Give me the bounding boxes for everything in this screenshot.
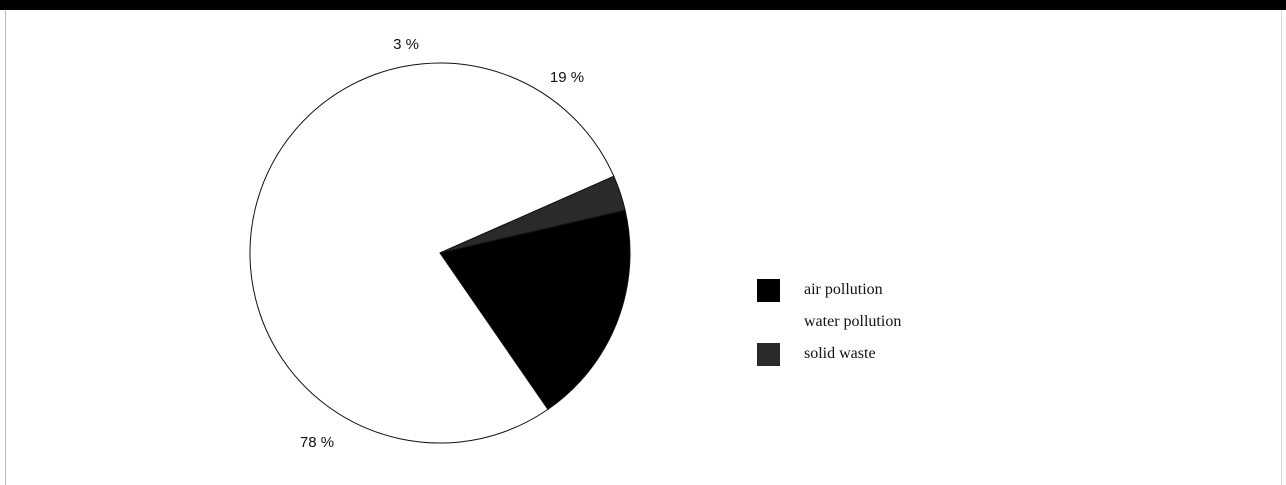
legend-swatch-air-pollution [757,278,780,302]
top-border [0,0,1286,10]
legend-swatch-solid-waste [757,342,780,366]
pie-slices [249,62,631,444]
data-label-air-pollution: 19 % [550,69,584,86]
legend-item-solid-waste: solid waste [757,338,901,370]
legend-item-water-pollution: water pollution [757,306,901,338]
legend-item-air-pollution: air pollution [757,274,901,306]
pie-slice-solid-waste [439,175,626,254]
pie-slice-water-pollution [249,62,615,444]
data-label-water-pollution: 78 % [300,434,334,451]
legend-label-air-pollution: air pollution [804,281,883,298]
legend-swatch-water-pollution [757,310,780,334]
pie-data-labels: 19 % 78 % 3 % [300,36,584,451]
legend-label-water-pollution: water pollution [804,313,902,330]
legend: air pollution water pollution solid waste [757,274,901,370]
legend-label-solid-waste: solid waste [804,345,876,362]
left-frame-rule [5,10,6,485]
right-frame-rule [1281,10,1282,485]
data-label-solid-waste: 3 % [393,36,419,53]
pie-slice-air-pollution [439,209,631,411]
